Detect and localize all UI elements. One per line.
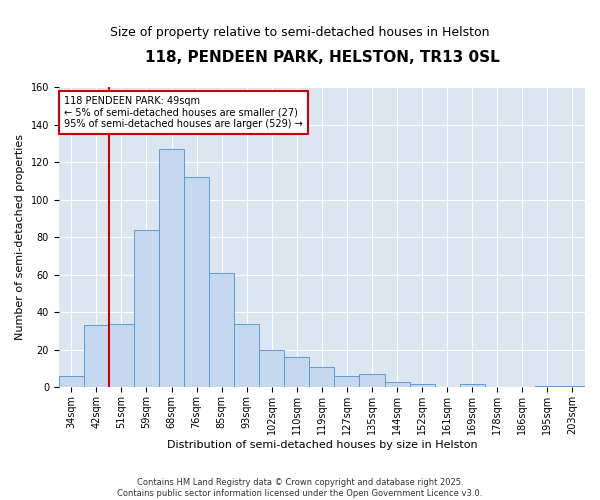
Bar [159,149,184,388]
Bar [535,386,560,388]
Bar [410,384,434,388]
X-axis label: Distribution of semi-detached houses by size in Helston: Distribution of semi-detached houses by … [167,440,477,450]
Bar [209,273,234,388]
Text: 118 PENDEEN PARK: 49sqm
← 5% of semi-detached houses are smaller (27)
95% of sem: 118 PENDEEN PARK: 49sqm ← 5% of semi-det… [64,96,303,129]
Bar [385,382,410,388]
Text: Contains HM Land Registry data © Crown copyright and database right 2025.
Contai: Contains HM Land Registry data © Crown c… [118,478,482,498]
Bar [234,324,259,388]
Bar [310,367,334,388]
Y-axis label: Number of semi-detached properties: Number of semi-detached properties [15,134,25,340]
Bar [259,350,284,388]
Bar [134,230,159,388]
Bar [184,177,209,388]
Bar [460,384,485,388]
Bar [59,376,84,388]
Bar [284,358,310,388]
Text: Size of property relative to semi-detached houses in Helston: Size of property relative to semi-detach… [110,26,490,39]
Title: 118, PENDEEN PARK, HELSTON, TR13 0SL: 118, PENDEEN PARK, HELSTON, TR13 0SL [145,50,499,65]
Bar [359,374,385,388]
Bar [109,324,134,388]
Bar [560,386,585,388]
Bar [334,376,359,388]
Bar [84,326,109,388]
